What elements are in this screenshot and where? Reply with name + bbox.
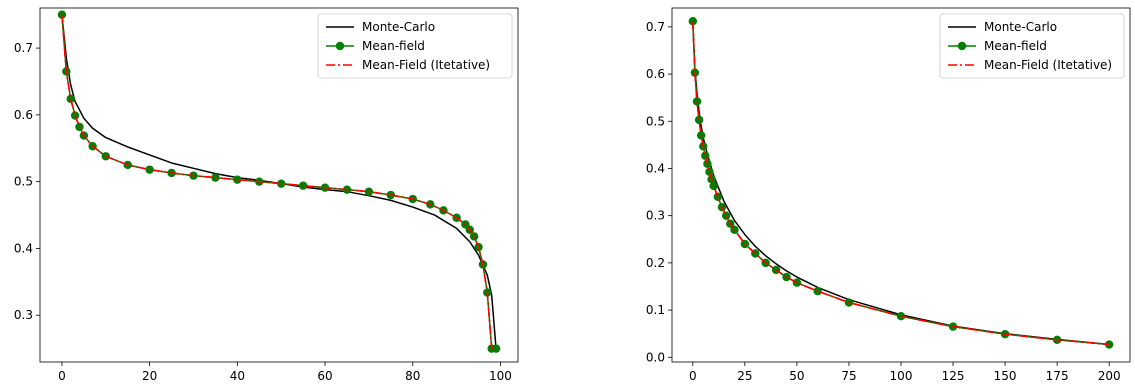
x-tick-label: 80 (405, 369, 420, 383)
legend-label: Mean-field (984, 39, 1047, 53)
x-tick-label: 100 (890, 369, 913, 383)
x-tick-label: 40 (230, 369, 245, 383)
y-tick-label: 0.0 (646, 350, 665, 364)
y-tick-label: 0.4 (14, 241, 33, 255)
mean-field-marker (813, 287, 822, 296)
mean-field-marker (782, 272, 791, 282)
legend-label: Monte-Carlo (362, 20, 435, 34)
mean-field-marker (57, 10, 67, 19)
mean-field-marker (701, 151, 710, 160)
mean-field-marker (1104, 340, 1114, 349)
y-tick-label: 0.4 (646, 161, 665, 175)
chart-panel-right: 0 25 50 75 100 125 150 175 200 0.0 0.1 0.2 0.3 0.4 0.5… (646, 7, 1131, 383)
y-tick-label: 0.3 (646, 209, 665, 223)
legend-swatch-marker (335, 41, 345, 51)
x-tick-label: 60 (317, 369, 332, 383)
legend-label: Mean-field (362, 39, 425, 53)
x-tick-label: 20 (142, 369, 157, 383)
y-tick-label: 0.1 (646, 303, 665, 317)
legend: Monte-Carlo Mean-field Mean-Field (Itetati… (939, 13, 1125, 79)
mean-field-marker (730, 225, 739, 235)
y-tick-label: 0.6 (646, 67, 665, 81)
mean-field-marker (276, 179, 286, 188)
plot-area (688, 17, 1114, 349)
legend-box (939, 13, 1125, 79)
legend-label: Monte-Carlo (984, 20, 1057, 34)
mean-field-marker (792, 278, 802, 287)
x-tick-label: 125 (942, 369, 965, 383)
x-tick-label: 200 (1098, 369, 1121, 383)
x-tick-label: 100 (489, 369, 512, 383)
mean-field-marker (688, 17, 698, 26)
x-tick-label: 175 (1046, 369, 1069, 383)
y-tick-label: 0.5 (14, 175, 33, 189)
x-tick-label: 50 (789, 369, 804, 383)
y-tick-label: 0.7 (14, 41, 33, 55)
chart-panel-left: 0 20 40 60 80 100 0.3 0.4 0.5 0.6 0.7 Monte-Carlo Me… (14, 7, 519, 383)
axes-frame (39, 7, 519, 363)
x-tick-label: 0 (689, 369, 697, 383)
mean-field-marker (705, 167, 714, 176)
mean-field-marker (491, 344, 501, 353)
mean-field-marker (740, 239, 750, 249)
mean-field-marker (66, 94, 75, 104)
x-tick-label: 75 (841, 369, 856, 383)
y-tick-label: 0.7 (646, 20, 665, 34)
x-tick-label: 25 (737, 369, 752, 383)
legend: Monte-Carlo Mean-field Mean-Field (Itetati… (317, 13, 513, 79)
y-tick-label: 0.5 (646, 114, 665, 128)
legend-box (317, 13, 513, 79)
y-tick-label: 0.6 (14, 108, 33, 122)
y-tick-label: 0.3 (14, 308, 33, 322)
x-tick-label: 150 (994, 369, 1017, 383)
legend-swatch-marker (957, 41, 967, 51)
legend-label: Mean-Field (Itetative) (984, 58, 1112, 72)
mean-field-marker (469, 232, 479, 241)
mean-field-marker (233, 175, 242, 184)
mean-field-marker (70, 111, 80, 120)
legend-label: Mean-Field (Itetative) (362, 58, 490, 72)
plot-area (57, 10, 501, 353)
y-tick-label: 0.2 (646, 256, 665, 270)
series-line-iterative-overlay (692, 21, 1110, 346)
mean-field-marker (896, 312, 906, 321)
mean-field-marker (211, 173, 220, 182)
mean-field-marker (721, 211, 731, 220)
x-tick-label: 0 (58, 369, 66, 383)
mean-field-marker (298, 181, 308, 190)
